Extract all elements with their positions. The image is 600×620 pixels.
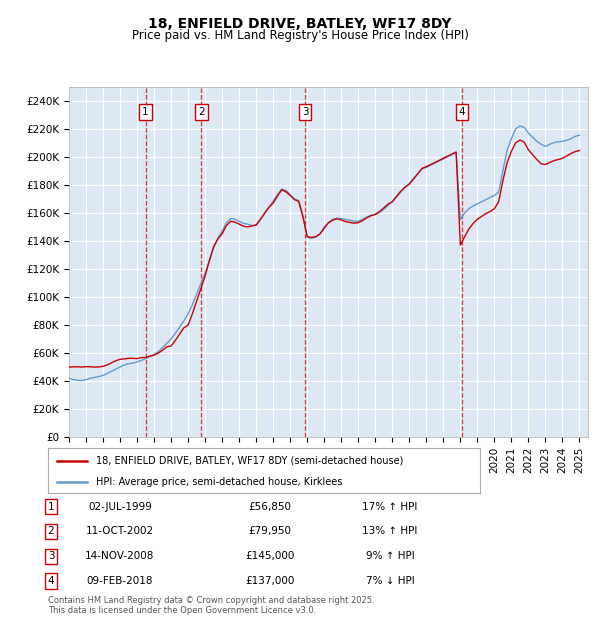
Text: 4: 4 <box>459 107 466 117</box>
Text: 17% ↑ HPI: 17% ↑ HPI <box>362 502 418 512</box>
Text: 09-FEB-2018: 09-FEB-2018 <box>87 576 153 586</box>
Text: 9% ↑ HPI: 9% ↑ HPI <box>365 551 415 561</box>
Text: £145,000: £145,000 <box>245 551 295 561</box>
Text: 2: 2 <box>47 526 55 536</box>
Text: £56,850: £56,850 <box>248 502 292 512</box>
Text: Price paid vs. HM Land Registry's House Price Index (HPI): Price paid vs. HM Land Registry's House … <box>131 29 469 42</box>
Text: HPI: Average price, semi-detached house, Kirklees: HPI: Average price, semi-detached house,… <box>95 477 342 487</box>
Text: 3: 3 <box>302 107 308 117</box>
Text: 11-OCT-2002: 11-OCT-2002 <box>86 526 154 536</box>
Text: £137,000: £137,000 <box>245 576 295 586</box>
Text: 2: 2 <box>198 107 205 117</box>
Text: 3: 3 <box>47 551 55 561</box>
Text: 14-NOV-2008: 14-NOV-2008 <box>85 551 155 561</box>
Text: 1: 1 <box>47 502 55 512</box>
Text: 13% ↑ HPI: 13% ↑ HPI <box>362 526 418 536</box>
Text: £79,950: £79,950 <box>248 526 292 536</box>
Text: 7% ↓ HPI: 7% ↓ HPI <box>365 576 415 586</box>
Text: 02-JUL-1999: 02-JUL-1999 <box>88 502 152 512</box>
Text: 18, ENFIELD DRIVE, BATLEY, WF17 8DY: 18, ENFIELD DRIVE, BATLEY, WF17 8DY <box>148 17 452 32</box>
Text: Contains HM Land Registry data © Crown copyright and database right 2025.
This d: Contains HM Land Registry data © Crown c… <box>48 596 374 615</box>
Text: 18, ENFIELD DRIVE, BATLEY, WF17 8DY (semi-detached house): 18, ENFIELD DRIVE, BATLEY, WF17 8DY (sem… <box>95 456 403 466</box>
Text: 4: 4 <box>47 576 55 586</box>
Text: 1: 1 <box>142 107 149 117</box>
